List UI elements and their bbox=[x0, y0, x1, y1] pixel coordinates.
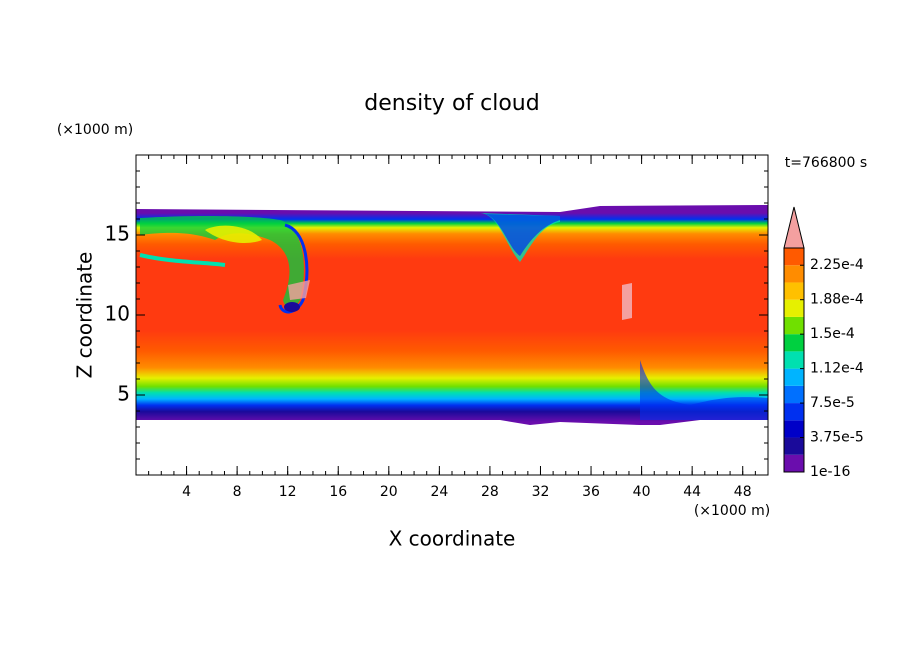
colorbar-band bbox=[784, 265, 804, 283]
colorbar-tick-label: 1e-16 bbox=[810, 464, 850, 480]
x-tick-label: 40 bbox=[633, 484, 651, 500]
colorbar-band bbox=[784, 420, 804, 438]
x-tick-label: 20 bbox=[380, 484, 398, 500]
x-tick-label: 12 bbox=[279, 484, 297, 500]
colorbar-band bbox=[784, 403, 804, 421]
y-unit: (×1000 m) bbox=[57, 122, 133, 138]
colorbar-band bbox=[784, 351, 804, 369]
colorbar-band bbox=[784, 454, 804, 472]
x-tick-label: 28 bbox=[481, 484, 499, 500]
x-tick-label: 16 bbox=[329, 484, 347, 500]
colorbar-tick-label: 3.75e-5 bbox=[810, 430, 864, 446]
x-tick-label: 24 bbox=[430, 484, 448, 500]
colorbar-band bbox=[784, 368, 804, 386]
x-axis-label: X coordinate bbox=[389, 527, 516, 551]
colorbar-tick-label: 1.88e-4 bbox=[810, 292, 864, 308]
x-tick-label: 44 bbox=[683, 484, 701, 500]
colorbar-band bbox=[784, 248, 804, 266]
x-tick-label: 8 bbox=[233, 484, 242, 500]
colorbar-band bbox=[784, 282, 804, 300]
field bbox=[136, 205, 768, 425]
x-tick-label: 36 bbox=[582, 484, 600, 500]
colorbar-band bbox=[784, 334, 804, 352]
colorbar-band bbox=[784, 299, 804, 317]
y-tick-label: 5 bbox=[117, 382, 130, 406]
y-tick-label: 10 bbox=[105, 302, 130, 326]
colorbar-band bbox=[784, 316, 804, 335]
colorbar-band bbox=[784, 437, 804, 455]
x-unit: (×1000 m) bbox=[694, 503, 770, 519]
x-tick-label: 32 bbox=[532, 484, 550, 500]
colorbar-extend bbox=[783, 206, 805, 249]
colorbar-tick-label: 1.5e-4 bbox=[810, 326, 855, 342]
y-tick-label: 15 bbox=[105, 222, 130, 246]
time-annotation: t=766800 s bbox=[785, 155, 867, 171]
colorbar-tick-label: 2.25e-4 bbox=[810, 257, 864, 273]
x-tick-label: 4 bbox=[182, 484, 191, 500]
colorbar-band bbox=[784, 385, 804, 404]
chart-title: density of cloud bbox=[364, 91, 539, 116]
colorbar-tick-label: 7.5e-5 bbox=[810, 395, 855, 411]
x-tick-label: 48 bbox=[734, 484, 752, 500]
colorbar-tick-label: 1.12e-4 bbox=[810, 361, 864, 377]
colorbar-frame bbox=[783, 247, 805, 473]
y-axis-label: Z coordinate bbox=[73, 252, 97, 379]
